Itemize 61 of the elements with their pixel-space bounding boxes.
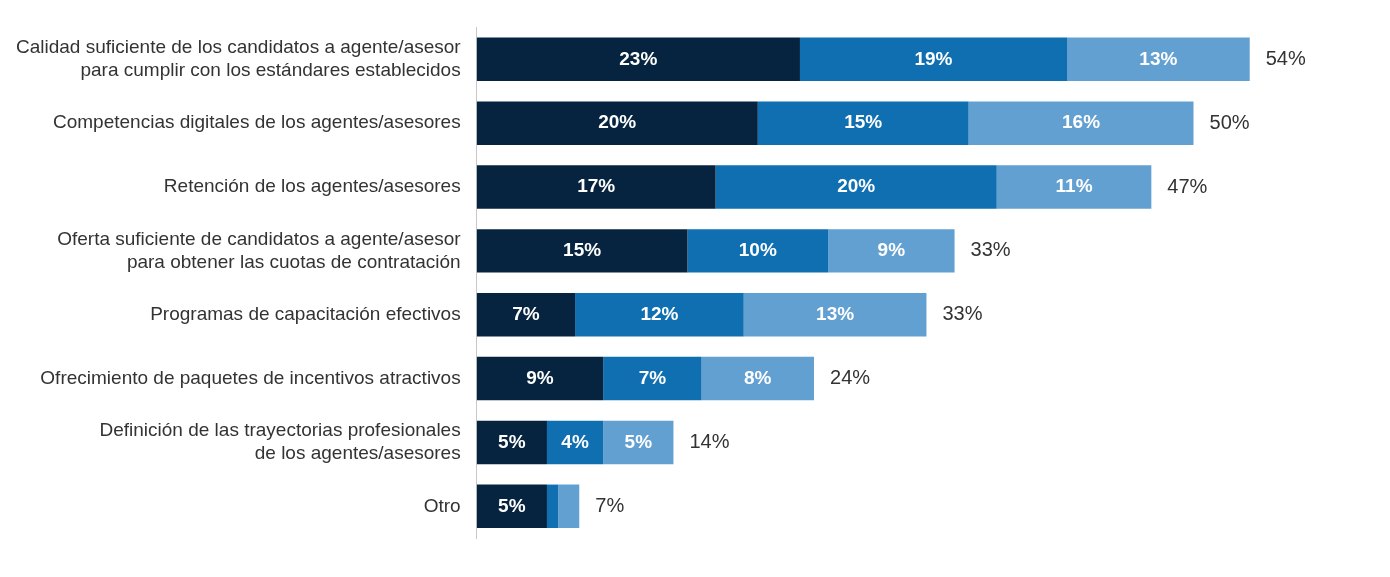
total-label: 54%	[1265, 46, 1306, 69]
data-label: 19%	[914, 47, 953, 69]
total-label: 33%	[970, 238, 1011, 261]
data-label: 10%	[738, 239, 777, 261]
bar	[701, 356, 815, 401]
data-label: 12%	[640, 302, 679, 324]
data-label: 5%	[498, 494, 526, 516]
bar	[476, 101, 758, 145]
bar	[603, 420, 674, 465]
bar	[603, 356, 702, 401]
bar	[757, 101, 969, 145]
bar	[1067, 37, 1250, 82]
data-label: 5%	[624, 430, 653, 452]
data-label: 7%	[512, 302, 540, 324]
y-tick-label: Calidad suficiente de los candidatos a agente/asesor para cumplir con los estándares establecidos	[15, 36, 462, 80]
bar	[968, 101, 1194, 145]
y-tick-label: Definición de las trayectorias profesionales de los agentes/asesores	[99, 419, 461, 464]
data-label: 7%	[638, 366, 667, 388]
total-label: 33%	[942, 302, 983, 325]
bar	[476, 293, 576, 337]
total-label: 50%	[1209, 110, 1250, 133]
data-label: 8%	[744, 366, 772, 388]
data-label: 4%	[561, 430, 589, 452]
bar	[828, 229, 955, 273]
bar	[743, 293, 927, 337]
y-tick-label: Competencias digitales de los agentes/asesores	[52, 111, 461, 133]
bar	[575, 293, 744, 337]
data-label: 9%	[526, 366, 554, 388]
y-tick-label: Oferta suficiente de candidatos a agente/asesor para obtener las cuotas de contratación	[57, 227, 462, 272]
bar	[476, 356, 604, 401]
y-tick-label: Ofrecimiento de paquetes de incentivos atractivos	[40, 366, 461, 388]
bar	[476, 420, 547, 465]
data-label: 13%	[1139, 47, 1178, 69]
bar	[476, 165, 716, 209]
data-label: 9%	[877, 239, 906, 261]
data-label: 13%	[816, 302, 855, 324]
data-label: 20%	[598, 111, 637, 133]
data-label: 23%	[619, 47, 658, 69]
data-label: 15%	[844, 111, 883, 133]
data-label: 15%	[563, 239, 602, 261]
bar	[558, 484, 580, 528]
y-tick-label: Programas de capacitación efectivos	[150, 302, 461, 324]
data-label: 17%	[577, 175, 616, 197]
bar	[546, 484, 559, 528]
bar	[715, 165, 997, 209]
total-label: 7%	[595, 493, 625, 516]
data-label: 11%	[1055, 175, 1093, 197]
data-label: 20%	[837, 175, 876, 197]
total-label: 24%	[830, 366, 871, 389]
data-label: 5%	[498, 430, 526, 452]
bar	[996, 165, 1152, 209]
bar	[476, 484, 547, 528]
y-tick-label: Retención de los agentes/asesores	[163, 175, 461, 197]
bar	[687, 229, 829, 273]
data-label: 16%	[1062, 111, 1101, 133]
bar	[476, 229, 688, 273]
y-tick-label: Otro	[423, 494, 461, 516]
total-label: 14%	[689, 429, 730, 452]
bar	[476, 37, 800, 82]
bar	[799, 37, 1067, 82]
total-label: 47%	[1167, 174, 1208, 197]
